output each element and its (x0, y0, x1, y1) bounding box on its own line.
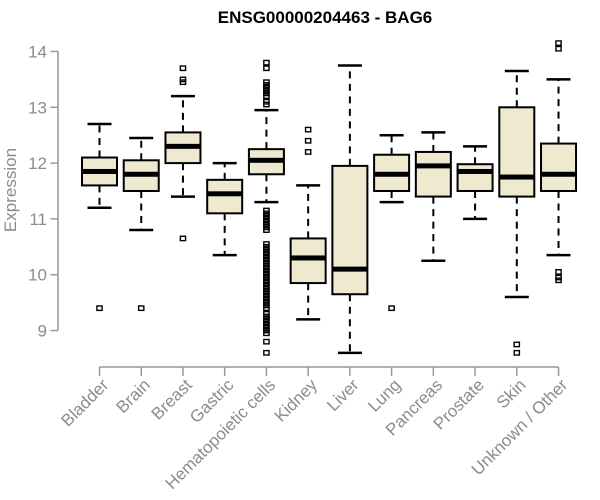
outlier-point (513, 341, 521, 348)
outlier-point (137, 305, 145, 312)
outlier-point (555, 40, 562, 47)
y-tick-label: 13 (28, 98, 47, 117)
median-line (207, 191, 243, 197)
outlier-point (263, 227, 270, 233)
iqr-box (414, 150, 452, 198)
y-tick-label: 14 (28, 43, 47, 62)
box-group-skin (498, 69, 536, 356)
y-tick-label: 10 (28, 266, 47, 285)
box-group-hematopoietic-cells (247, 59, 285, 356)
x-tick-label-skin: Skin (493, 375, 530, 412)
x-tick-label-liver: Liver (323, 375, 363, 415)
outlier-point (263, 65, 270, 72)
outlier-point (263, 330, 270, 337)
iqr-box (498, 106, 536, 198)
median-line (290, 255, 326, 261)
median-line (82, 168, 117, 174)
median-line (457, 168, 493, 174)
box-group-pancreas (414, 131, 452, 262)
outlier-point (263, 93, 270, 100)
y-tick-label: 11 (29, 210, 47, 229)
iqr-box (456, 163, 494, 193)
box-group-gastric (206, 161, 244, 257)
outlier-point (304, 149, 312, 155)
chart-title: ENSG00000204463 - BAG6 (217, 8, 433, 27)
outlier-point (263, 59, 270, 66)
outlier-point (179, 235, 187, 242)
iqr-box (540, 142, 578, 193)
outlier-point (555, 269, 562, 275)
median-line (332, 266, 368, 272)
outlier-point (304, 126, 312, 133)
outlier-point (263, 349, 270, 356)
outlier-point (96, 305, 103, 312)
iqr-box (289, 237, 327, 285)
iqr-box (331, 164, 369, 296)
median-line (541, 171, 577, 177)
box-group-kidney (289, 126, 327, 321)
y-tick-label: 9 (38, 322, 47, 341)
iqr-box (206, 178, 244, 215)
median-line (165, 143, 201, 149)
median-line (374, 171, 410, 177)
outlier-point (304, 137, 312, 144)
outlier-point (263, 338, 270, 345)
box-group-bladder (81, 122, 118, 312)
box-group-lung (373, 133, 411, 312)
box-group-brain (122, 136, 160, 312)
outlier-point (555, 274, 562, 281)
box-group-liver (331, 64, 369, 355)
outlier-point (513, 349, 521, 356)
outlier-point (555, 45, 562, 52)
median-line (248, 157, 284, 163)
outlier-point (263, 305, 270, 312)
median-line (415, 163, 451, 169)
box-group-prostate (456, 145, 494, 221)
outlier-point (263, 101, 270, 108)
y-axis: 9 10 11 12 13 14 (28, 43, 59, 341)
box-group-breast (164, 65, 202, 242)
box-group-unknown-other (540, 40, 578, 284)
outlier-point (388, 305, 395, 312)
median-line (123, 171, 159, 177)
outlier-point (179, 65, 187, 72)
x-tick-label-bladder: Bladder (57, 375, 112, 430)
median-line (499, 174, 535, 180)
x-tick-label-kidney: Kidney (271, 375, 322, 426)
outlier-point (179, 76, 187, 83)
y-tick-label: 12 (28, 154, 47, 173)
